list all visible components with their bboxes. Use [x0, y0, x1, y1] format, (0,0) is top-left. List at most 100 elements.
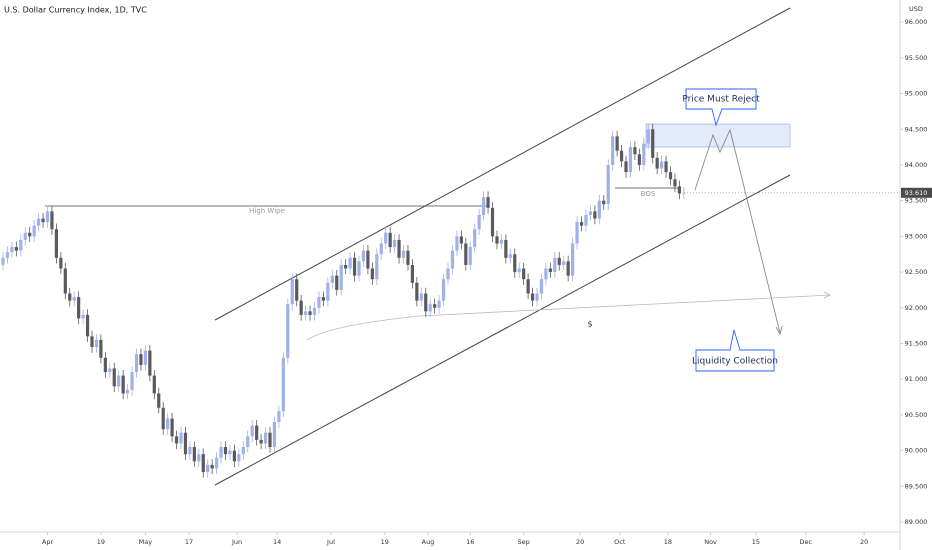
channel-lower — [214, 174, 791, 486]
candle-body — [486, 197, 490, 208]
candle-body — [152, 375, 156, 394]
y-tick-label: 94.500 — [905, 125, 928, 133]
x-tick-label: 19 — [97, 538, 105, 546]
y-tick-label: 91.000 — [905, 375, 928, 383]
y-tick-label: 90.500 — [905, 411, 928, 419]
candle-body — [237, 454, 241, 462]
candle-body — [45, 211, 50, 223]
x-tick-label: 15 — [752, 538, 760, 546]
candle-body — [54, 229, 59, 258]
y-tick-label: 89.500 — [905, 482, 928, 490]
candle-body — [464, 243, 468, 265]
candle-body — [335, 275, 339, 290]
liquidity-curve-arrow — [823, 291, 831, 299]
candle-body — [63, 268, 67, 294]
candle-body — [597, 200, 601, 219]
candle-body — [32, 225, 36, 237]
candle-body — [535, 293, 539, 301]
dollar-label: $ — [587, 320, 592, 329]
candle-body — [188, 447, 192, 455]
candle-body — [166, 418, 170, 430]
candle-body — [295, 279, 299, 301]
candle-body — [428, 304, 432, 312]
reject-label: Price Must Reject — [682, 95, 760, 105]
candle-body — [210, 464, 214, 469]
x-tick-label: May — [139, 538, 153, 546]
axes: 89.000 89.500 90.000 90.500 91.000 91.500 92.0… — [42, 18, 932, 546]
candle-body — [99, 339, 103, 358]
candle-body — [339, 264, 343, 290]
y-tick-label: 95.000 — [905, 90, 928, 98]
candle-body — [473, 229, 477, 248]
candle-body — [584, 214, 588, 226]
candle-body — [143, 350, 148, 365]
x-tick-label: Apr — [42, 538, 54, 546]
candle-body — [223, 447, 228, 455]
candle-body — [393, 239, 397, 248]
liquidity-label: Liquidity Collection — [692, 357, 778, 367]
candle-body — [624, 161, 628, 173]
candle-body — [219, 447, 223, 458]
candle-body — [241, 447, 245, 455]
candle-body — [68, 293, 72, 301]
candle-body — [161, 407, 165, 430]
candle-body — [215, 457, 219, 469]
x-tick-label: 19 — [381, 538, 389, 546]
candle-body — [268, 432, 272, 448]
candle-body — [299, 300, 303, 315]
y-tick-label: 96.000 — [905, 18, 928, 26]
candle-body — [23, 232, 27, 240]
x-tick-label: Nov — [704, 538, 717, 546]
x-tick-label: Oct — [614, 538, 626, 546]
candle-body — [370, 268, 374, 280]
y-tick-label: 90.000 — [905, 447, 928, 455]
candle-body — [330, 275, 334, 283]
candle-body — [28, 232, 32, 237]
y-tick-label: 95.500 — [905, 54, 928, 62]
candle-body — [77, 297, 81, 319]
candle-body — [108, 368, 112, 373]
candle-body — [579, 222, 584, 226]
candle-body — [72, 297, 76, 301]
candle-body — [424, 293, 428, 312]
x-tick-label: Jun — [231, 538, 242, 546]
candle-body — [281, 357, 285, 412]
candle-body — [197, 454, 201, 462]
candle-body — [477, 214, 481, 230]
candle-body — [103, 357, 107, 373]
candle-body — [526, 279, 530, 294]
candle-body — [348, 257, 352, 269]
candle-body — [170, 418, 174, 437]
candle-body — [673, 179, 677, 187]
candle-body — [94, 339, 99, 348]
candle-body — [410, 264, 415, 283]
candle-body — [90, 336, 94, 348]
candle-body — [553, 257, 557, 273]
candle-body — [277, 411, 281, 423]
candle-body — [415, 282, 419, 301]
projection-arrow — [775, 325, 783, 336]
candle-body — [450, 250, 455, 269]
reject-zone — [645, 123, 791, 148]
x-tick-label: Dec — [800, 538, 813, 546]
candle-body — [259, 439, 263, 444]
candle-body — [263, 432, 268, 444]
x-tick-label: 16 — [466, 538, 474, 546]
candle-body — [286, 304, 290, 358]
candle-body — [112, 368, 116, 387]
high-wipe-label: High Wipe — [249, 207, 285, 215]
liquidity-callout — [695, 329, 775, 372]
candle-body — [490, 207, 495, 237]
candle-body — [130, 372, 134, 390]
candle-body — [588, 211, 593, 215]
candle-body — [304, 311, 308, 315]
candle-body — [388, 232, 392, 248]
candle-body — [459, 236, 463, 244]
candle-body — [660, 161, 664, 169]
reject-callout — [685, 88, 757, 127]
candle-body — [606, 164, 610, 205]
candle-body — [183, 432, 188, 455]
candle-body — [50, 211, 54, 230]
candle-body — [615, 136, 619, 151]
